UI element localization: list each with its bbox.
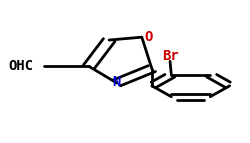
Text: N: N [112,75,120,89]
Text: Br: Br [161,49,178,63]
Text: O: O [143,30,152,44]
Text: OHC: OHC [9,59,34,74]
